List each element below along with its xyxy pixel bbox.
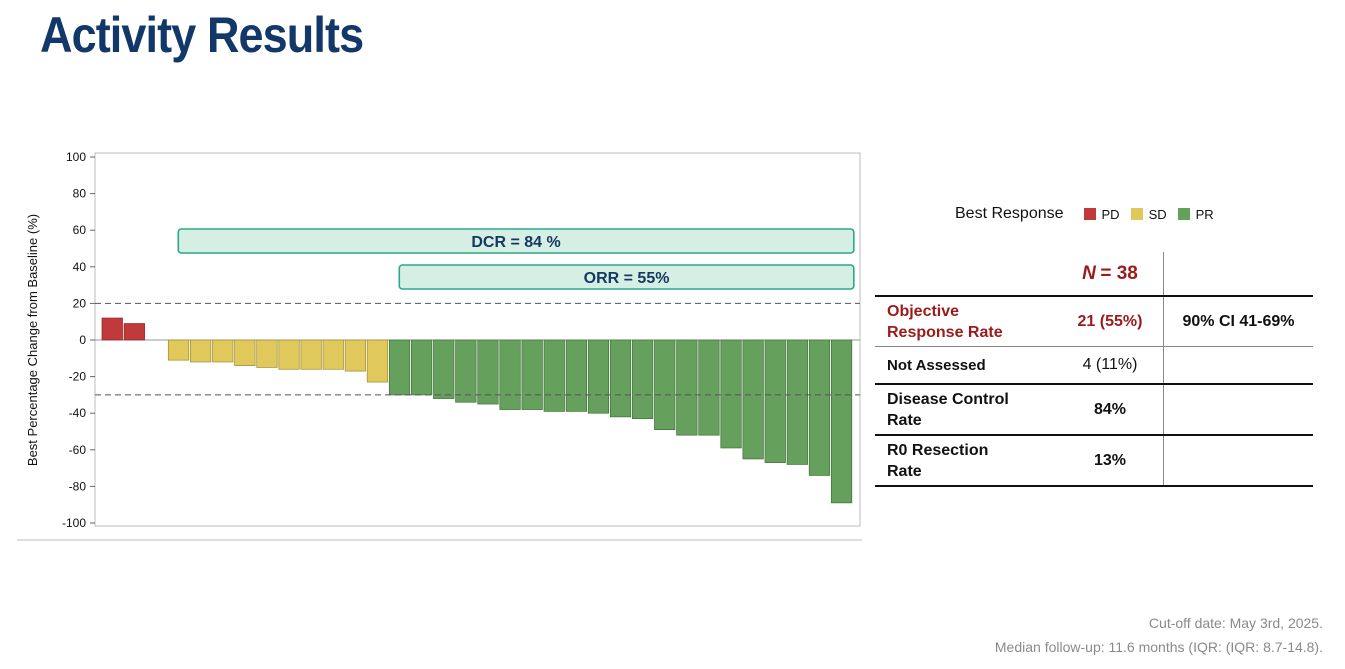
- bar-sd: [278, 339, 300, 370]
- y-tick-label: 40: [73, 260, 87, 274]
- not-assessed-value: 4 (11%): [1057, 346, 1164, 384]
- bar-sd: [322, 339, 344, 370]
- not-assessed-ci: [1163, 346, 1313, 384]
- table-row: Objective Response Rate 21 (55%) 90% CI …: [875, 295, 1313, 347]
- bar-sd: [167, 339, 190, 361]
- r0-label-line1: R0 Resection: [887, 441, 989, 459]
- bar-pr: [477, 339, 499, 405]
- bar-pr: [565, 339, 587, 412]
- bar-pr: [587, 339, 610, 414]
- annotation-box: [177, 228, 855, 254]
- bar-sd: [234, 339, 256, 366]
- n-value: = 38: [1100, 262, 1138, 284]
- table-header-row: N = 38: [875, 252, 1313, 296]
- y-tick-label: 100: [66, 150, 86, 164]
- legend-swatch-pr: [1177, 208, 1190, 220]
- waterfall-chart: 100 80 60 40 20 0 -20 -40 -60 -80 -100 DCR = 84 % O…: [17, 150, 862, 541]
- table-row: Disease Control Rate 84%: [875, 383, 1313, 435]
- legend-label-pd: PD: [1101, 206, 1120, 222]
- page-title: Activity Results: [40, 7, 364, 63]
- y-tick-label: 80: [73, 187, 87, 201]
- y-tick-label: 0: [79, 333, 86, 347]
- r0-label: R0 Resection Rate: [875, 434, 1057, 487]
- r0-value: 13%: [1057, 434, 1164, 487]
- y-tick-label: -40: [69, 406, 87, 420]
- table-header-blank: [875, 252, 1057, 296]
- orr-value: 21 (55%): [1057, 295, 1164, 347]
- r0-label-line2: Rate: [887, 462, 922, 480]
- table-n-cell: N = 38: [1057, 252, 1164, 296]
- bar-pr: [521, 339, 543, 410]
- legend-item-pr: PR: [1177, 206, 1214, 222]
- bar-pd: [123, 323, 145, 341]
- legend-item-sd: SD: [1130, 206, 1167, 222]
- orr-label: Objective Response Rate: [875, 295, 1057, 347]
- dcr-label-line1: Disease Control: [887, 390, 1009, 408]
- bar-pr: [764, 339, 786, 463]
- y-tick-label: -60: [69, 443, 87, 457]
- bar-sd: [212, 339, 234, 363]
- legend-title: Best Response: [955, 205, 1064, 222]
- orr-ci: 90% CI 41-69%: [1163, 295, 1313, 347]
- reference-lines: [95, 302, 860, 396]
- y-tick-label: 60: [73, 223, 87, 237]
- bar-pr: [830, 339, 853, 504]
- bar-pr: [388, 339, 411, 396]
- legend-swatch-sd: [1130, 208, 1143, 220]
- y-tick-label: -80: [69, 479, 87, 493]
- bar-pd: [101, 317, 123, 341]
- bar-pr: [455, 339, 477, 403]
- annotations: DCR = 84 % ORR = 55%: [177, 228, 855, 290]
- y-tick-label: -20: [69, 370, 87, 384]
- r0-ci: [1163, 434, 1313, 487]
- table-row: Not Assessed 4 (11%): [875, 346, 1313, 384]
- annotation-label: DCR = 84 %: [471, 234, 560, 251]
- legend-swatch-pd: [1083, 208, 1096, 220]
- y-tick-label: -100: [62, 516, 86, 530]
- table-header-ci-blank: [1163, 252, 1313, 296]
- n-label: N: [1082, 262, 1096, 284]
- dcr-label: Disease Control Rate: [875, 383, 1057, 435]
- bar-pr: [609, 339, 632, 418]
- bar-pr: [786, 339, 808, 465]
- orr-label-line1: Objective: [887, 302, 960, 320]
- bars: [101, 317, 853, 504]
- bar-pr: [543, 339, 565, 412]
- legend-label-sd: SD: [1148, 206, 1167, 222]
- response-table: N = 38 Objective Response Rate 21 (55%) …: [875, 252, 1313, 487]
- bar-pr: [433, 339, 455, 399]
- y-axis-label: Best Percentage Change from Baseline (%): [25, 214, 40, 466]
- orr-label-line2: Response Rate: [887, 323, 1003, 341]
- legend: Best Response PD SD PR: [955, 204, 1225, 224]
- legend-label-pr: PR: [1195, 206, 1214, 222]
- bar-sd: [366, 339, 389, 383]
- bar-pr: [411, 339, 433, 396]
- y-tick-label: 20: [73, 296, 87, 310]
- footnote-cutoff: Cut-off date: May 3rd, 2025.: [1148, 615, 1323, 631]
- bar-pr: [720, 339, 742, 449]
- bar-pr: [808, 339, 831, 476]
- dcr-label-line2: Rate: [887, 411, 922, 429]
- legend-item-pd: PD: [1083, 206, 1120, 222]
- bar-pr: [676, 339, 698, 436]
- bar-pr: [654, 339, 676, 431]
- annotation-label: ORR = 55%: [584, 270, 670, 287]
- dcr-ci: [1163, 383, 1313, 435]
- bar-pr: [632, 339, 654, 420]
- bar-sd: [344, 339, 366, 372]
- bar-pr: [499, 339, 521, 410]
- dcr-value: 84%: [1057, 383, 1164, 435]
- footnote-followup: Median follow-up: 11.6 months (IQR: (IQR…: [994, 639, 1323, 655]
- not-assessed-label: Not Assessed: [875, 346, 1057, 384]
- bar-sd: [300, 339, 322, 370]
- bar-pr: [742, 339, 764, 460]
- table-row: R0 Resection Rate 13%: [875, 434, 1313, 487]
- bar-sd: [190, 339, 212, 363]
- bar-sd: [256, 339, 278, 368]
- annotation-box: [398, 264, 855, 290]
- bar-pr: [698, 339, 720, 436]
